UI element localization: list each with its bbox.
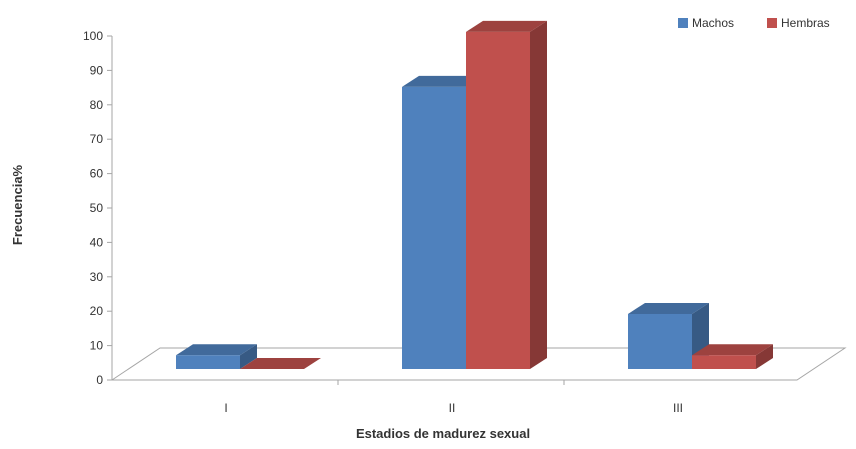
y-tick-label: 30 bbox=[90, 270, 104, 284]
x-tick-label: II bbox=[449, 401, 456, 415]
bar bbox=[692, 344, 773, 369]
bar-front bbox=[466, 31, 530, 369]
y-axis-title: Frecuencia% bbox=[10, 164, 25, 245]
y-tick-label: 70 bbox=[90, 132, 104, 146]
bar-front bbox=[402, 86, 466, 370]
bar-top bbox=[692, 344, 773, 356]
bar bbox=[466, 20, 547, 369]
x-tick-label: III bbox=[673, 401, 683, 415]
x-tick-label: I bbox=[224, 401, 227, 415]
y-tick-label: 50 bbox=[90, 201, 104, 215]
bar-side bbox=[530, 20, 547, 369]
legend-swatch bbox=[678, 18, 688, 28]
bar-front bbox=[176, 355, 240, 369]
y-tick-label: 10 bbox=[90, 339, 104, 353]
bar-side bbox=[756, 344, 773, 369]
bar-top bbox=[628, 302, 709, 314]
bars bbox=[176, 20, 773, 370]
y-tick-label: 40 bbox=[90, 235, 104, 249]
bar-side bbox=[240, 344, 257, 369]
chart-floor-outline bbox=[110, 347, 847, 381]
bar bbox=[176, 344, 257, 369]
y-axis: 0 10 20 30 40 50 60 70 80 90 100 bbox=[83, 29, 113, 387]
bar-top bbox=[176, 344, 257, 356]
bar-front bbox=[628, 313, 692, 369]
x-axis: I II III bbox=[224, 380, 683, 415]
legend-swatch bbox=[767, 18, 777, 28]
x-axis-title: Estadios de madurez sexual bbox=[356, 426, 530, 441]
legend-label: Hembras bbox=[781, 16, 830, 30]
legend: Machos Hembras bbox=[678, 16, 830, 30]
bar-top bbox=[466, 20, 547, 32]
y-tick-label: 90 bbox=[90, 63, 104, 77]
y-tick-label: 20 bbox=[90, 304, 104, 318]
bar bbox=[240, 358, 321, 369]
y-tick-label: 0 bbox=[96, 373, 103, 387]
bar-front bbox=[692, 355, 756, 369]
y-tick-label: 80 bbox=[90, 98, 104, 112]
y-tick-label: 60 bbox=[90, 167, 104, 181]
legend-label: Machos bbox=[692, 16, 734, 30]
chart-floor bbox=[110, 347, 847, 381]
bar-top bbox=[240, 358, 321, 369]
bar-top bbox=[402, 75, 483, 87]
y-tick-label: 100 bbox=[83, 29, 103, 43]
